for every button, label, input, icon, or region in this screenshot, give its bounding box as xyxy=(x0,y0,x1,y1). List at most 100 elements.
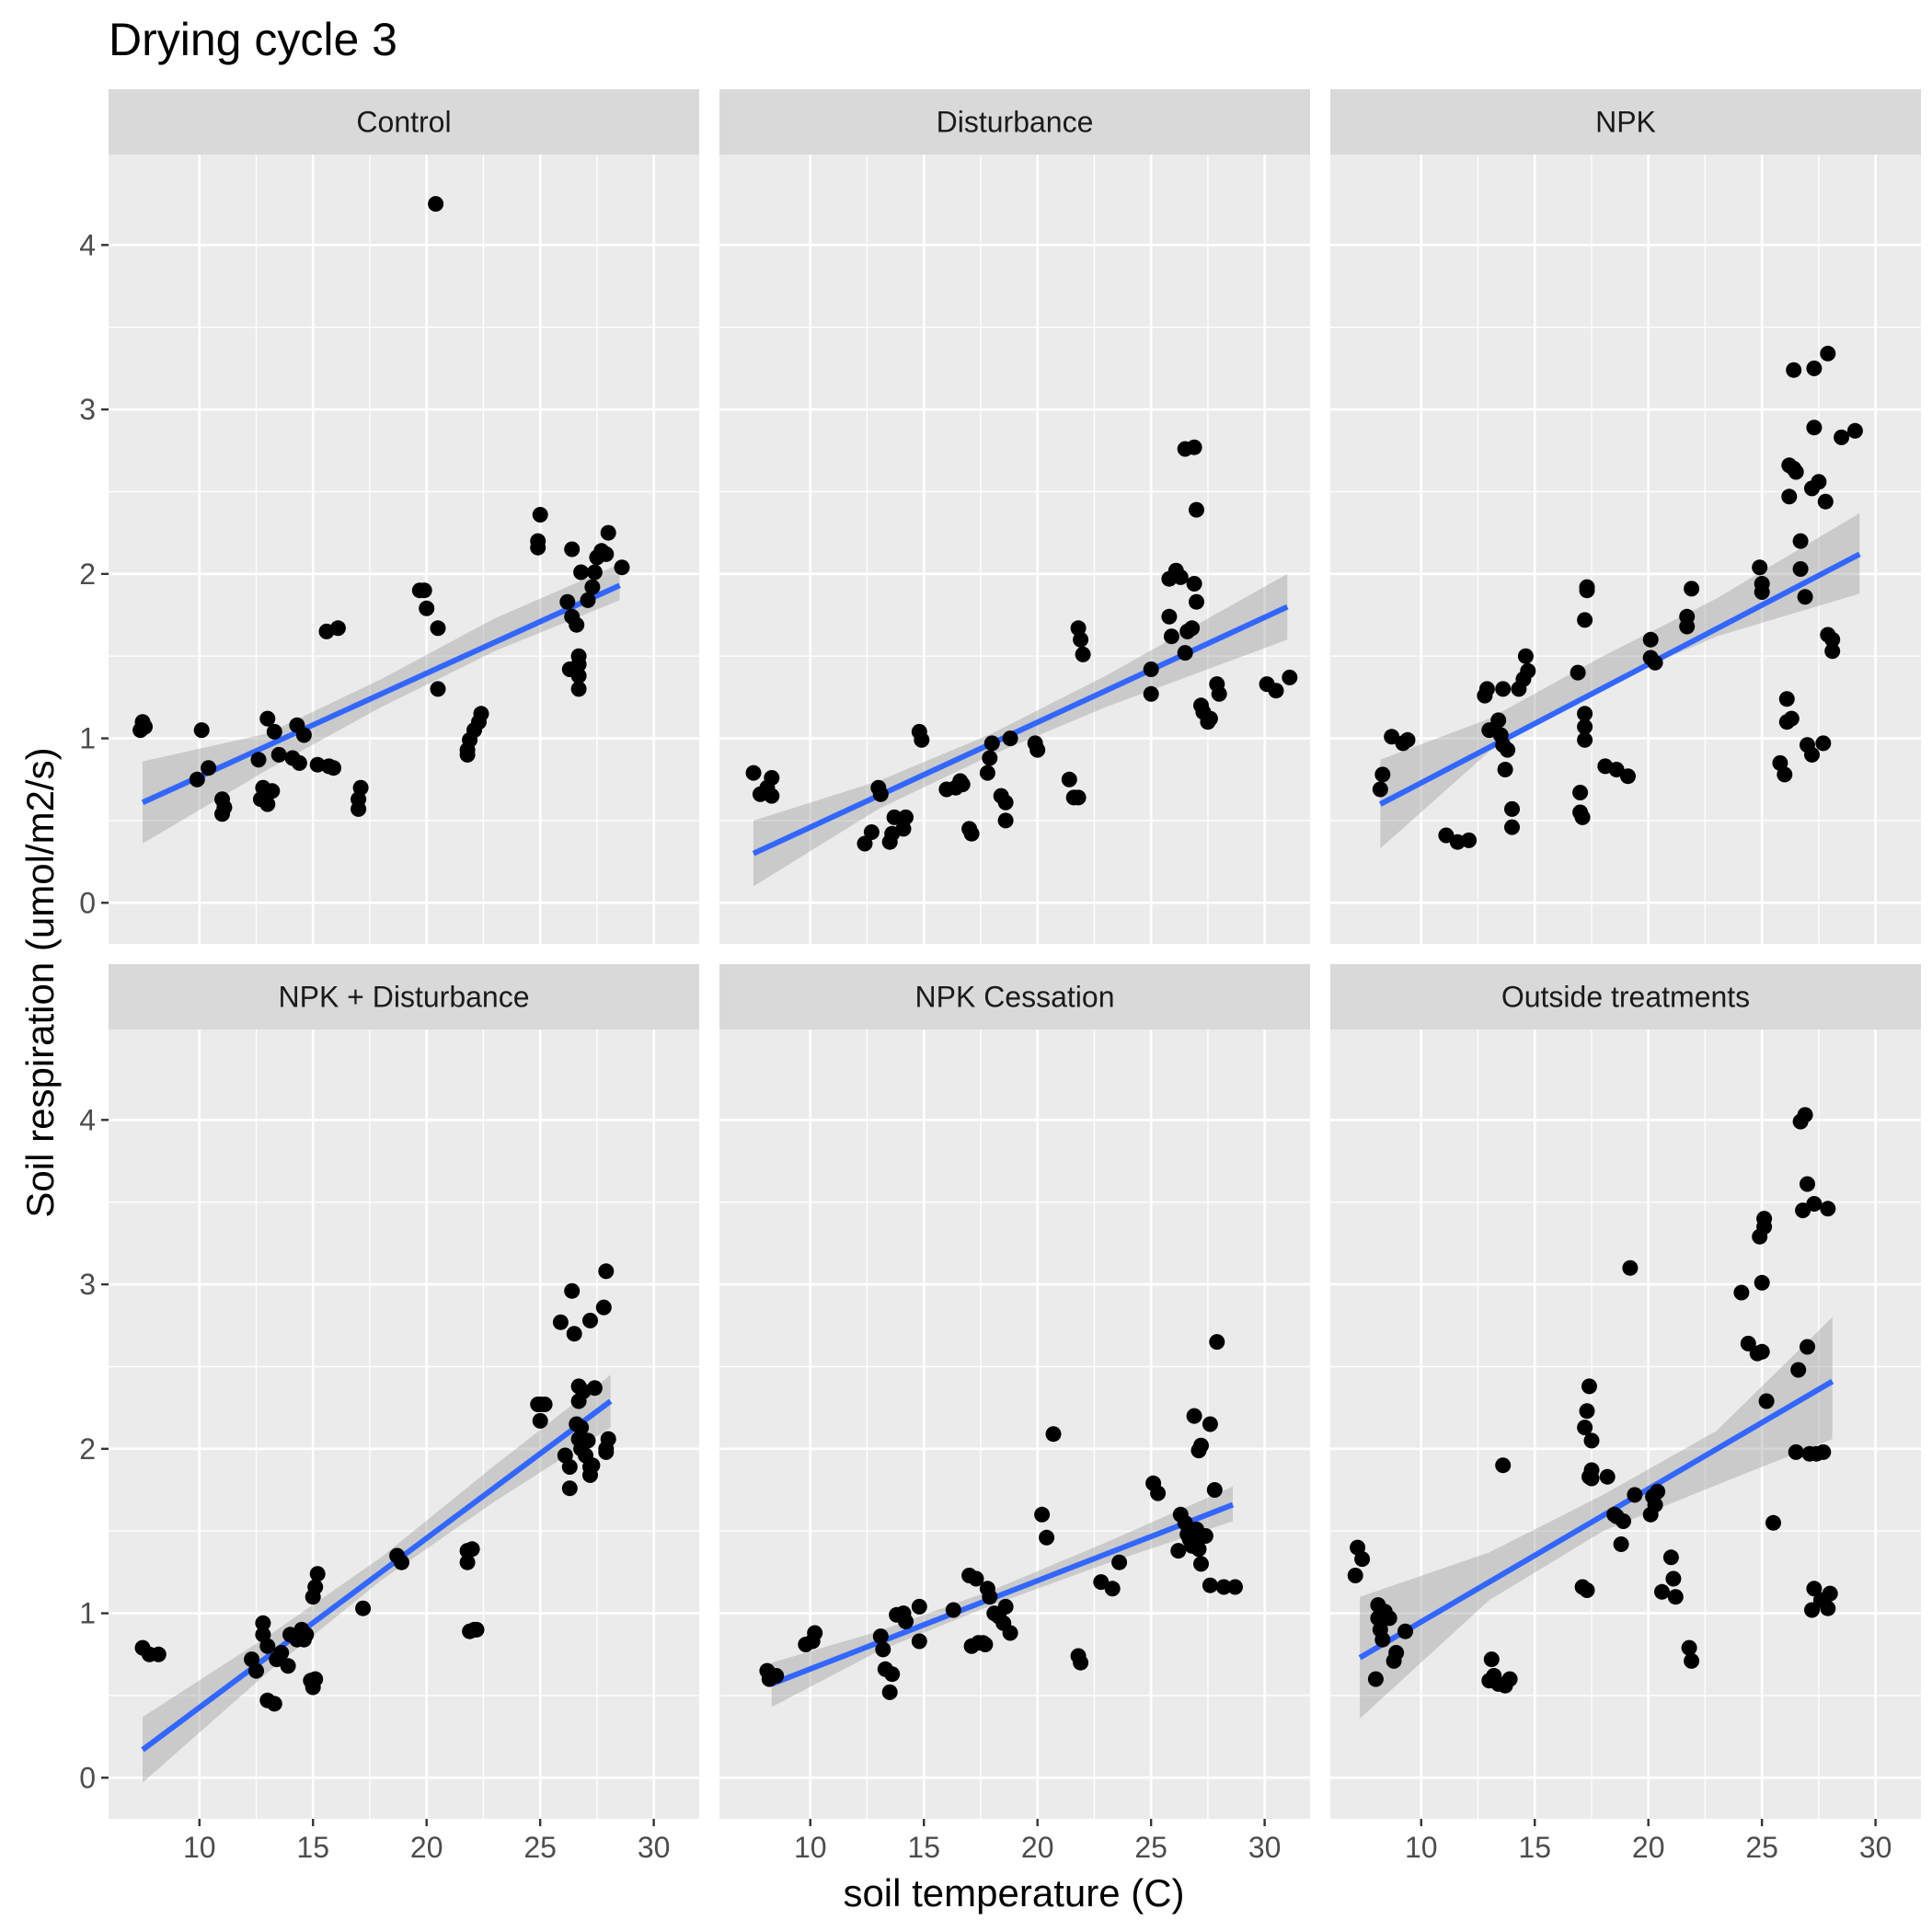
data-point xyxy=(1581,1378,1597,1395)
data-point xyxy=(248,1662,264,1679)
data-point xyxy=(600,1431,616,1447)
data-point xyxy=(266,723,282,740)
data-point xyxy=(1786,362,1802,378)
y-tick-label: 2 xyxy=(79,1432,96,1466)
plot-title: Drying cycle 3 xyxy=(109,14,397,65)
data-point xyxy=(881,1684,898,1700)
data-point xyxy=(1647,654,1663,671)
data-point xyxy=(1662,1549,1679,1566)
data-point xyxy=(1824,631,1841,648)
data-point xyxy=(997,794,1014,811)
data-point xyxy=(1765,1514,1781,1531)
data-point xyxy=(1034,1506,1051,1523)
data-point xyxy=(983,735,1000,752)
facet-strip xyxy=(109,89,699,155)
data-point xyxy=(1804,746,1820,763)
data-point xyxy=(1211,685,1227,702)
data-point xyxy=(280,1658,296,1674)
data-point xyxy=(307,1671,324,1687)
data-point xyxy=(764,770,780,786)
data-point xyxy=(745,765,762,781)
y-tick-label: 4 xyxy=(79,228,96,261)
data-point xyxy=(1193,1556,1209,1572)
data-point xyxy=(979,765,995,781)
data-point xyxy=(1577,1420,1593,1436)
data-point xyxy=(584,579,601,595)
data-point xyxy=(1616,1513,1631,1529)
data-point xyxy=(764,788,780,804)
regression-line xyxy=(1358,1378,1834,1661)
facet-strip xyxy=(719,964,1310,1029)
data-point xyxy=(997,812,1014,829)
confidence-band xyxy=(143,564,620,844)
data-point xyxy=(1754,584,1770,600)
y-tick-label: 3 xyxy=(79,1268,96,1301)
data-point xyxy=(1143,685,1159,702)
data-point xyxy=(872,786,889,802)
data-point xyxy=(307,1579,324,1595)
data-point xyxy=(1347,1568,1363,1583)
data-point xyxy=(1820,345,1836,362)
y-tick-label: 3 xyxy=(79,393,96,426)
panel-background xyxy=(719,155,1310,944)
data-point xyxy=(1684,581,1700,597)
facet-strip-label: Disturbance xyxy=(937,106,1094,139)
data-point xyxy=(884,1666,901,1683)
y-tick-label: 1 xyxy=(79,722,96,755)
regression-line xyxy=(141,1398,613,1753)
data-point xyxy=(1002,1625,1018,1641)
data-point xyxy=(1577,706,1593,722)
data-point xyxy=(1202,1416,1218,1432)
data-point xyxy=(1806,420,1823,436)
data-point xyxy=(1740,1335,1756,1351)
x-tick-label: 10 xyxy=(794,1831,827,1864)
data-point xyxy=(352,779,369,796)
data-point xyxy=(1490,712,1507,729)
data-point xyxy=(1172,569,1189,585)
data-point xyxy=(1667,1589,1684,1605)
data-point xyxy=(536,1397,553,1412)
data-point xyxy=(1572,785,1589,800)
data-point xyxy=(857,835,873,852)
data-point xyxy=(259,710,276,727)
data-point xyxy=(564,1282,581,1299)
data-point xyxy=(1143,661,1159,677)
y-tick-label: 0 xyxy=(79,1761,96,1794)
data-point xyxy=(598,546,615,562)
data-point xyxy=(428,196,444,213)
data-point xyxy=(1397,1623,1413,1639)
data-point xyxy=(1797,1107,1813,1123)
data-point xyxy=(1177,645,1193,661)
regression-line xyxy=(141,582,621,806)
data-point xyxy=(416,582,432,599)
data-point xyxy=(954,776,971,793)
data-point xyxy=(1620,768,1636,785)
data-point xyxy=(1579,1582,1595,1598)
data-point xyxy=(1599,1468,1616,1485)
data-point xyxy=(564,541,581,558)
data-point xyxy=(1202,1577,1218,1593)
facet-strip-label: NPK xyxy=(1595,106,1656,139)
data-point xyxy=(1679,618,1696,635)
data-point xyxy=(945,1602,961,1618)
data-point xyxy=(1806,1581,1823,1597)
x-tick-label: 10 xyxy=(183,1831,216,1864)
data-point xyxy=(1642,631,1659,648)
panel-background xyxy=(719,1029,1310,1819)
x-tick-label: 10 xyxy=(1405,1831,1438,1864)
data-point xyxy=(1806,360,1823,376)
data-point xyxy=(1478,681,1495,697)
data-point xyxy=(1579,1403,1595,1420)
data-point xyxy=(1815,735,1832,752)
data-point xyxy=(768,1668,785,1684)
data-point xyxy=(863,824,880,840)
data-point xyxy=(394,1554,409,1570)
data-point xyxy=(1111,1554,1128,1570)
data-point xyxy=(1202,710,1218,727)
data-point xyxy=(872,1628,889,1645)
data-point xyxy=(1681,1639,1697,1656)
data-point xyxy=(1583,1432,1600,1449)
data-point xyxy=(1800,1339,1815,1355)
data-point xyxy=(1579,579,1595,595)
data-point xyxy=(1834,429,1850,445)
